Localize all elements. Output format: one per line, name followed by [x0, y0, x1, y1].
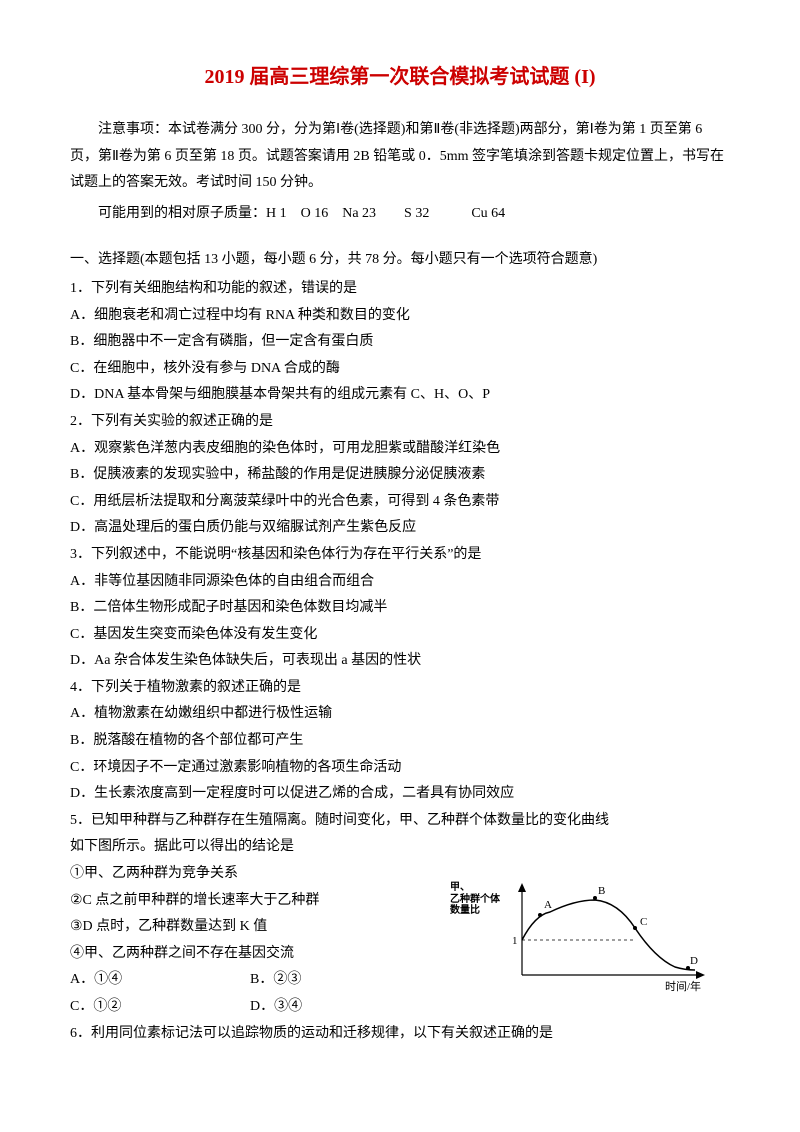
point-b — [593, 896, 597, 900]
chart-svg: A B C D 1 时间/年 — [500, 880, 710, 995]
q1-option-c: C．在细胞中，核外没有参与 DNA 合成的酶 — [70, 356, 730, 383]
y-axis-label-2: 数量比 — [450, 905, 510, 917]
q4-option-b: B．脱落酸在植物的各个部位都可产生 — [70, 728, 730, 755]
q5-option-a: A．①④ — [70, 967, 250, 994]
q4-stem: 4．下列关于植物激素的叙述正确的是 — [70, 675, 730, 702]
x-axis-label: 时间/年 — [665, 979, 701, 993]
label-a: A — [544, 899, 552, 911]
label-c: C — [640, 916, 647, 928]
q1-stem: 1．下列有关细胞结构和功能的叙述，错误的是 — [70, 276, 730, 303]
q5-stem2: 如下图所示。据此可以得出的结论是 — [70, 834, 730, 861]
atomic-masses: 可能用到的相对原子质量：H 1 O 16 Na 23 S 32 Cu 64 — [70, 201, 730, 228]
q2-option-c: C．用纸层析法提取和分离菠菜绿叶中的光合色素，可得到 4 条色素带 — [70, 489, 730, 516]
q3-option-b: B．二倍体生物形成配子时基因和染色体数目均减半 — [70, 595, 730, 622]
point-a — [538, 913, 542, 917]
y-axis-arrow — [518, 883, 526, 892]
q5-option-d: D．③④ — [250, 994, 302, 1021]
label-d: D — [690, 955, 698, 967]
q2-option-a: A．观察紫色洋葱内表皮细胞的染色体时，可用龙胆紫或醋酸洋红染色 — [70, 436, 730, 463]
q5-options-row-2: C．①② D．③④ — [70, 994, 730, 1021]
q3-option-d: D．Aa 杂合体发生染色体缺失后，可表现出 a 基因的性状 — [70, 648, 730, 675]
q2-stem: 2．下列有关实验的叙述正确的是 — [70, 409, 730, 436]
label-b: B — [598, 885, 605, 897]
section-1-heading: 一、选择题(本题包括 13 小题，每小题 6 分，共 78 分。每小题只有一个选… — [70, 247, 730, 274]
y-tick-1: 1 — [512, 935, 518, 947]
q2-option-d: D．高温处理后的蛋白质仍能与双缩脲试剂产生紫色反应 — [70, 515, 730, 542]
q5-option-c: C．①② — [70, 994, 250, 1021]
instructions: 注意事项：本试卷满分 300 分，分为第Ⅰ卷(选择题)和第Ⅱ卷(非选择题)两部分… — [70, 117, 730, 197]
q5-option-b: B．②③ — [250, 967, 301, 994]
q3-stem: 3．下列叙述中，不能说明“核基因和染色体行为存在平行关系”的是 — [70, 542, 730, 569]
y-axis-label-1: 甲、乙种群个体 — [450, 882, 510, 905]
q3-option-c: C．基因发生突变而染色体没有发生变化 — [70, 622, 730, 649]
q4-option-c: C．环境因子不一定通过激素影响植物的各项生命活动 — [70, 755, 730, 782]
exam-title: 2019 届高三理综第一次联合模拟考试试题 (I) — [70, 60, 730, 89]
q6-stem: 6．利用同位素标记法可以追踪物质的运动和迁移规律，以下有关叙述正确的是 — [70, 1021, 730, 1048]
q1-option-a: A．细胞衰老和凋亡过程中均有 RNA 种类和数目的变化 — [70, 303, 730, 330]
q2-option-b: B．促胰液素的发现实验中，稀盐酸的作用是促进胰腺分泌促胰液素 — [70, 462, 730, 489]
q5-stem: 5．已知甲种群与乙种群存在生殖隔离。随时间变化，甲、乙种群个体数量比的变化曲线 — [70, 808, 730, 835]
q4-option-d: D．生长素浓度高到一定程度时可以促进乙烯的合成，二者具有协同效应 — [70, 781, 730, 808]
q3-option-a: A．非等位基因随非同源染色体的自由组合而组合 — [70, 569, 730, 596]
q1-option-d: D．DNA 基本骨架与细胞膜基本骨架共有的组成元素有 C、H、O、P — [70, 382, 730, 409]
q5-chart: A B C D 1 时间/年 甲、乙种群个体 数量比 — [500, 880, 710, 995]
x-axis-arrow — [696, 971, 705, 979]
point-c — [633, 926, 637, 930]
y-axis-label: 甲、乙种群个体 数量比 — [450, 882, 510, 917]
q4-option-a: A．植物激素在幼嫩组织中都进行极性运输 — [70, 701, 730, 728]
q1-option-b: B．细胞器中不一定含有磷脂，但一定含有蛋白质 — [70, 329, 730, 356]
